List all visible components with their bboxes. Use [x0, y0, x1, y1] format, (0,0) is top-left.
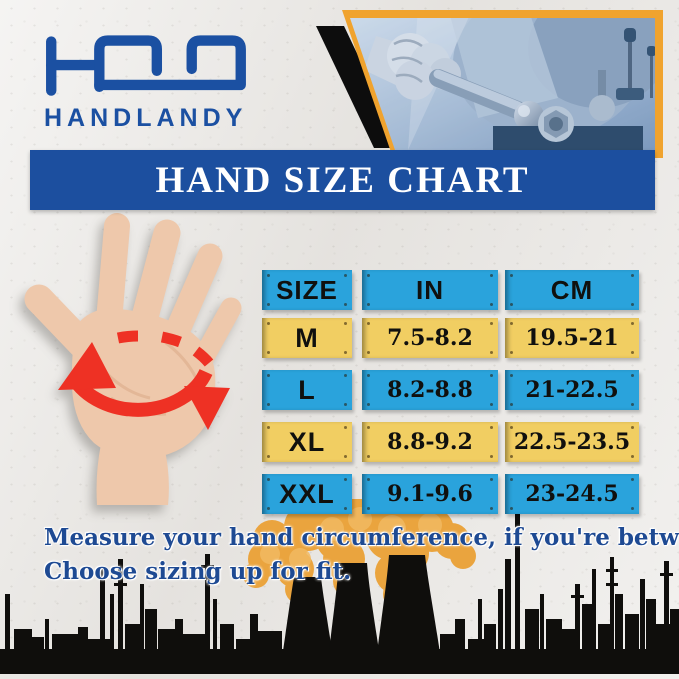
header-label: CM: [550, 274, 594, 305]
table-row-xl: XL 8.8-9.2 22.5-23.5: [262, 422, 639, 462]
size-cell: XL: [262, 422, 352, 462]
size-label: M: [295, 322, 319, 353]
gloved-hand-wrench-photo: [350, 18, 655, 150]
cm-cell: 19.5-21: [505, 318, 639, 358]
hnd-monogram-icon: [46, 35, 246, 96]
size-cell: XXL: [262, 474, 352, 514]
brand-logo: HANDLANDY: [38, 34, 270, 133]
header-cell-in: IN: [362, 270, 498, 310]
size-label: L: [298, 374, 316, 405]
factory-silhouette: [0, 507, 679, 674]
cm-cell: 23-24.5: [505, 474, 639, 514]
in-cell: 8.8-9.2: [362, 422, 498, 462]
size-cell: M: [262, 318, 352, 358]
machinery-bolts: [493, 70, 643, 150]
sizing-note-line1: Measure your hand circumference, if you'…: [44, 524, 679, 551]
cm-value: 23-24.5: [525, 481, 619, 507]
header-cell-cm: CM: [505, 270, 639, 310]
in-value: 8.2-8.8: [387, 377, 473, 403]
table-row-l: L 8.2-8.8 21-22.5: [262, 370, 639, 410]
size-cell: L: [262, 370, 352, 410]
in-value: 8.8-9.2: [387, 429, 473, 455]
cm-cell: 21-22.5: [505, 370, 639, 410]
table-row-m: M 7.5-8.2 19.5-21: [262, 318, 639, 358]
sizing-note-line2: Choose sizing up for fit.: [44, 558, 352, 585]
open-hand-icon: [24, 213, 242, 505]
cm-value: 19.5-21: [525, 325, 619, 351]
table-header-row: SIZE IN CM: [262, 270, 639, 310]
in-value: 7.5-8.2: [387, 325, 473, 351]
cm-value: 22.5-23.5: [513, 429, 631, 455]
hand-measure-illustration: [16, 208, 266, 510]
page-title: HAND SIZE CHART: [155, 159, 530, 201]
in-cell: 7.5-8.2: [362, 318, 498, 358]
control-levers: [616, 28, 655, 100]
cm-value: 21-22.5: [525, 377, 619, 403]
brand-name: HANDLANDY: [44, 104, 248, 132]
size-table: SIZE IN CM M 7.5-8.2 19.5-21: [262, 270, 639, 526]
measure-arrow-icon: [58, 330, 230, 430]
title-banner: HAND SIZE CHART: [30, 150, 655, 210]
size-label: XL: [288, 426, 326, 457]
in-cell: 9.1-9.6: [362, 474, 498, 514]
header-cell-size: SIZE: [262, 270, 352, 310]
in-cell: 8.2-8.8: [362, 370, 498, 410]
header-label: SIZE: [276, 274, 338, 305]
in-value: 9.1-9.6: [387, 481, 473, 507]
size-label: XXL: [279, 478, 335, 509]
industrial-skyline: [0, 488, 679, 679]
header-label: IN: [416, 274, 444, 305]
table-row-xxl: XXL 9.1-9.6 23-24.5: [262, 474, 639, 514]
wrench-icon: [429, 69, 544, 131]
hero-photo: [298, 8, 679, 160]
sizing-note: Measure your hand circumference, if you'…: [44, 521, 679, 589]
cm-cell: 22.5-23.5: [505, 422, 639, 462]
